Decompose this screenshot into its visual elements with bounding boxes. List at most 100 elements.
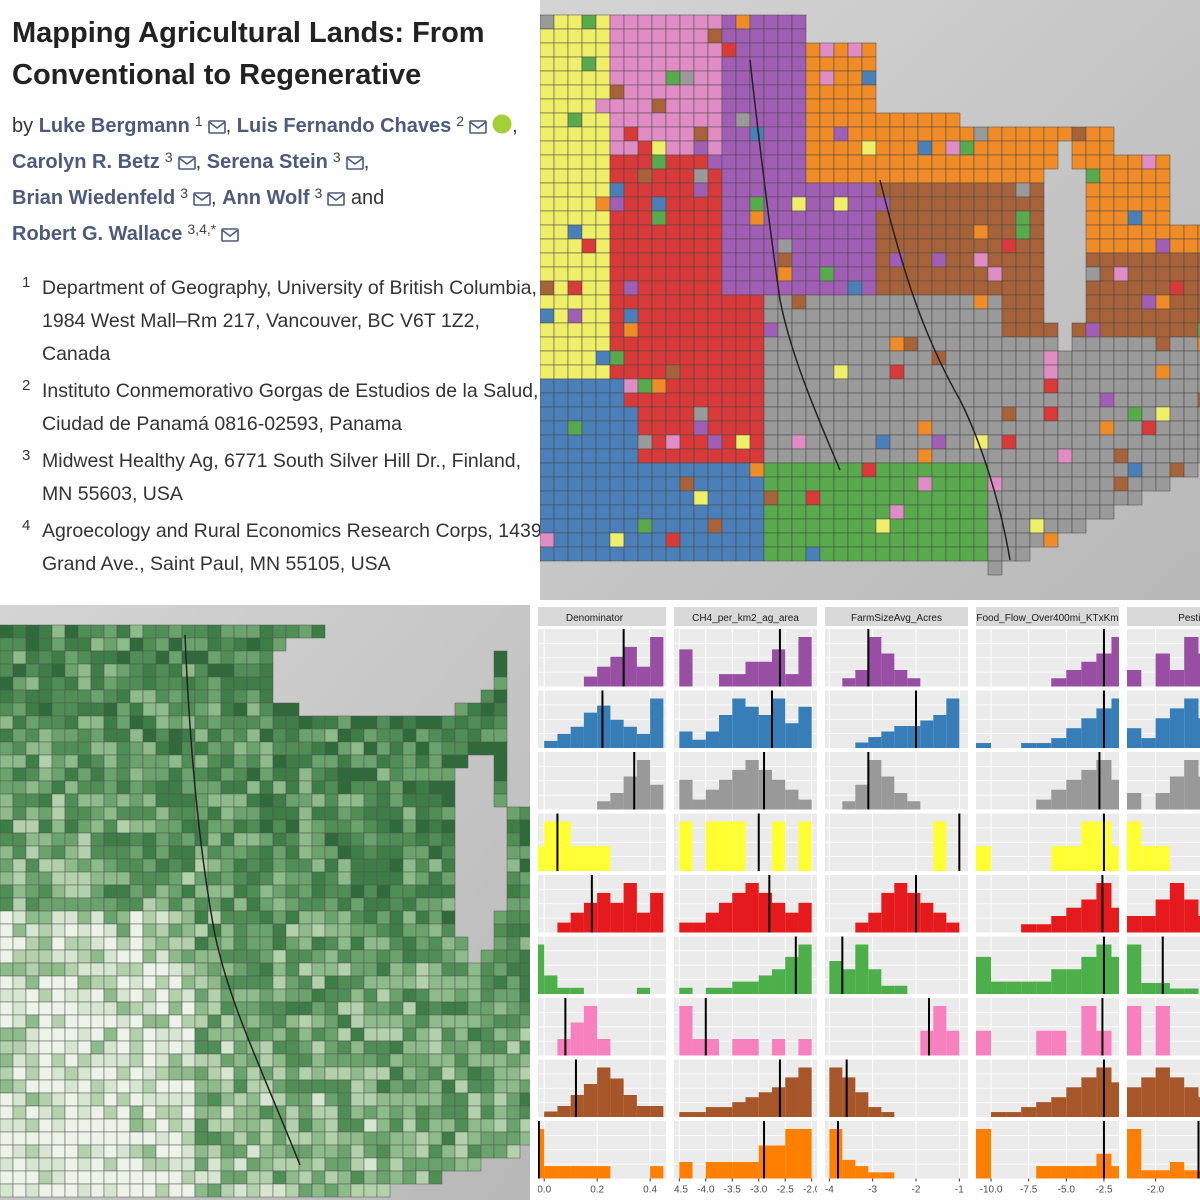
county <box>973 182 989 198</box>
author-name[interactable]: Carolyn R. Betz <box>12 151 160 173</box>
county <box>805 532 821 548</box>
county <box>259 858 274 873</box>
county <box>90 1027 105 1042</box>
county <box>25 637 40 652</box>
county <box>1141 406 1157 422</box>
county <box>285 1040 300 1055</box>
county <box>90 871 105 886</box>
county <box>376 1079 391 1094</box>
county <box>12 1014 27 1029</box>
county <box>194 754 209 769</box>
county <box>987 280 1003 296</box>
county <box>181 650 196 665</box>
county <box>415 1066 430 1081</box>
envelope-flap <box>327 193 345 201</box>
email-icon[interactable] <box>327 192 346 206</box>
county <box>38 884 53 899</box>
author-name[interactable]: Luke Bergmann <box>38 115 190 137</box>
email-icon[interactable] <box>345 156 364 170</box>
county <box>376 884 391 899</box>
county <box>142 663 157 678</box>
county <box>1155 420 1171 436</box>
county <box>285 962 300 977</box>
county <box>0 624 14 639</box>
email-icon[interactable] <box>207 120 226 134</box>
county <box>402 1092 417 1107</box>
county <box>64 624 79 639</box>
county <box>194 715 209 730</box>
county <box>721 476 737 492</box>
email-icon[interactable] <box>469 120 487 134</box>
county <box>480 975 495 990</box>
county <box>805 336 821 352</box>
county <box>679 168 695 184</box>
author-name[interactable]: Luis Fernando Chaves <box>236 115 452 137</box>
county <box>129 1131 144 1146</box>
histogram-bar <box>1036 1166 1052 1179</box>
email-icon[interactable] <box>177 156 196 170</box>
county <box>637 182 653 198</box>
county <box>181 1170 196 1185</box>
county <box>917 196 933 212</box>
author-name[interactable]: Serena Stein <box>206 151 328 173</box>
county <box>819 70 835 86</box>
county <box>506 1027 521 1042</box>
county <box>415 962 430 977</box>
county <box>168 754 183 769</box>
county <box>1043 126 1059 142</box>
author-name[interactable]: Brian Wiedenfeld <box>12 187 176 209</box>
county <box>220 1053 235 1068</box>
county <box>903 378 919 394</box>
county <box>493 676 508 691</box>
email-icon[interactable] <box>221 228 240 242</box>
county <box>973 154 989 170</box>
county <box>1085 364 1101 380</box>
county <box>847 112 863 128</box>
county <box>777 462 793 478</box>
county <box>233 858 248 873</box>
county <box>553 168 569 184</box>
county <box>155 780 170 795</box>
county <box>64 936 79 951</box>
author-name[interactable]: Ann Wolf <box>222 187 310 209</box>
histogram-bar <box>868 637 882 687</box>
county <box>181 624 196 639</box>
county <box>875 406 891 422</box>
email-icon[interactable] <box>193 192 211 206</box>
county <box>749 280 765 296</box>
county <box>207 1183 222 1198</box>
county <box>350 1131 365 1146</box>
histogram-bar <box>719 1162 733 1179</box>
county <box>1197 434 1200 450</box>
county <box>707 210 723 226</box>
county <box>441 1131 456 1146</box>
county <box>763 42 779 58</box>
county <box>233 819 248 834</box>
county <box>389 1092 404 1107</box>
county <box>272 1144 287 1159</box>
county <box>506 806 521 821</box>
histogram-bar <box>1169 988 1185 994</box>
county <box>987 252 1003 268</box>
county <box>651 490 667 506</box>
county <box>805 224 821 240</box>
county <box>0 1118 14 1133</box>
county <box>721 350 737 366</box>
orcid-icon[interactable] <box>492 114 512 134</box>
county <box>693 462 709 478</box>
county <box>181 884 196 899</box>
county <box>791 420 807 436</box>
county <box>1015 238 1031 254</box>
county <box>285 858 300 873</box>
county <box>90 1144 105 1159</box>
histogram-bar <box>976 1129 992 1179</box>
county <box>679 392 695 408</box>
author-name[interactable]: Robert G. Wallace <box>12 223 183 245</box>
county <box>480 715 495 730</box>
county <box>1057 490 1073 506</box>
county <box>350 1027 365 1042</box>
county <box>1099 504 1115 520</box>
county <box>693 154 709 170</box>
county <box>945 210 961 226</box>
county <box>155 871 170 886</box>
